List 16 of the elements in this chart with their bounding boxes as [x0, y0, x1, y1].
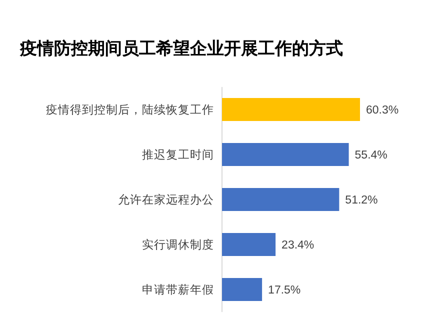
data-label: 60.3% [366, 104, 399, 116]
bar [222, 233, 276, 256]
y-tick-label: 推迟复工时间 [142, 148, 214, 162]
data-label: 51.2% [345, 194, 378, 206]
y-tick-label: 疫情得到控制后，陆续恢复工作 [46, 104, 214, 116]
chart-title: 疫情防控期间员工希望企业开展工作的方式 [19, 39, 343, 58]
bar [222, 278, 262, 301]
bar [222, 98, 360, 121]
y-tick-label: 申请带薪年假 [142, 284, 214, 296]
data-label: 17.5% [268, 284, 301, 296]
data-label: 23.4% [282, 240, 314, 252]
y-tick-label: 实行调休制度 [142, 238, 214, 252]
y-tick-label: 允许在家远程办公 [118, 192, 214, 206]
bar [222, 188, 340, 211]
data-label: 55.4% [354, 150, 388, 162]
bar [222, 143, 349, 166]
